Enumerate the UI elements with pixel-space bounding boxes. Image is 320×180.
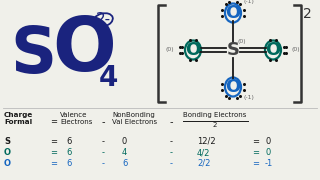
Text: =: = <box>50 117 57 126</box>
Text: 0: 0 <box>122 137 127 146</box>
Text: (-1): (-1) <box>243 0 254 4</box>
Text: 2/2: 2/2 <box>197 159 210 168</box>
Text: 4: 4 <box>122 148 127 157</box>
Text: Valence
Electrons: Valence Electrons <box>60 112 92 125</box>
Text: Charge
Formal: Charge Formal <box>4 112 33 125</box>
Text: -: - <box>102 148 105 157</box>
Text: 2-: 2- <box>95 12 111 28</box>
Text: =: = <box>50 159 57 168</box>
Text: O: O <box>265 41 281 59</box>
Text: -: - <box>102 159 105 168</box>
Text: 6: 6 <box>66 148 71 157</box>
Text: =: = <box>252 159 259 168</box>
Text: O: O <box>52 14 116 87</box>
Text: (0): (0) <box>238 39 247 44</box>
Text: 0: 0 <box>265 137 270 146</box>
Text: -: - <box>170 148 173 157</box>
Text: -: - <box>102 117 106 127</box>
Text: =: = <box>252 137 259 146</box>
Text: O: O <box>225 4 241 22</box>
Text: =: = <box>50 148 57 157</box>
Text: 6: 6 <box>66 159 71 168</box>
Text: S: S <box>10 24 56 86</box>
Text: 12/2: 12/2 <box>197 137 216 146</box>
Text: 4/2: 4/2 <box>197 148 210 157</box>
Text: (0): (0) <box>165 48 174 53</box>
Text: -1: -1 <box>265 159 273 168</box>
Text: -: - <box>102 137 105 146</box>
Text: (0): (0) <box>292 48 300 53</box>
Text: 2: 2 <box>213 122 217 128</box>
Text: -: - <box>170 117 173 127</box>
Text: O: O <box>225 78 241 96</box>
Text: 0: 0 <box>265 148 270 157</box>
Text: O: O <box>4 159 11 168</box>
Text: S: S <box>227 41 239 59</box>
Text: =: = <box>252 148 259 157</box>
Text: S: S <box>4 137 10 146</box>
Text: O: O <box>185 41 201 59</box>
Text: 2: 2 <box>303 7 312 21</box>
Text: Bonding Electrons: Bonding Electrons <box>183 112 246 118</box>
Text: -: - <box>170 159 173 168</box>
Text: NonBonding
Val Electrons: NonBonding Val Electrons <box>112 112 157 125</box>
Text: 6: 6 <box>122 159 127 168</box>
Text: -: - <box>170 137 173 146</box>
Text: (-1): (-1) <box>243 96 254 100</box>
Text: 4: 4 <box>98 64 118 92</box>
Text: 6: 6 <box>66 137 71 146</box>
Text: O: O <box>4 148 11 157</box>
Text: =: = <box>50 137 57 146</box>
